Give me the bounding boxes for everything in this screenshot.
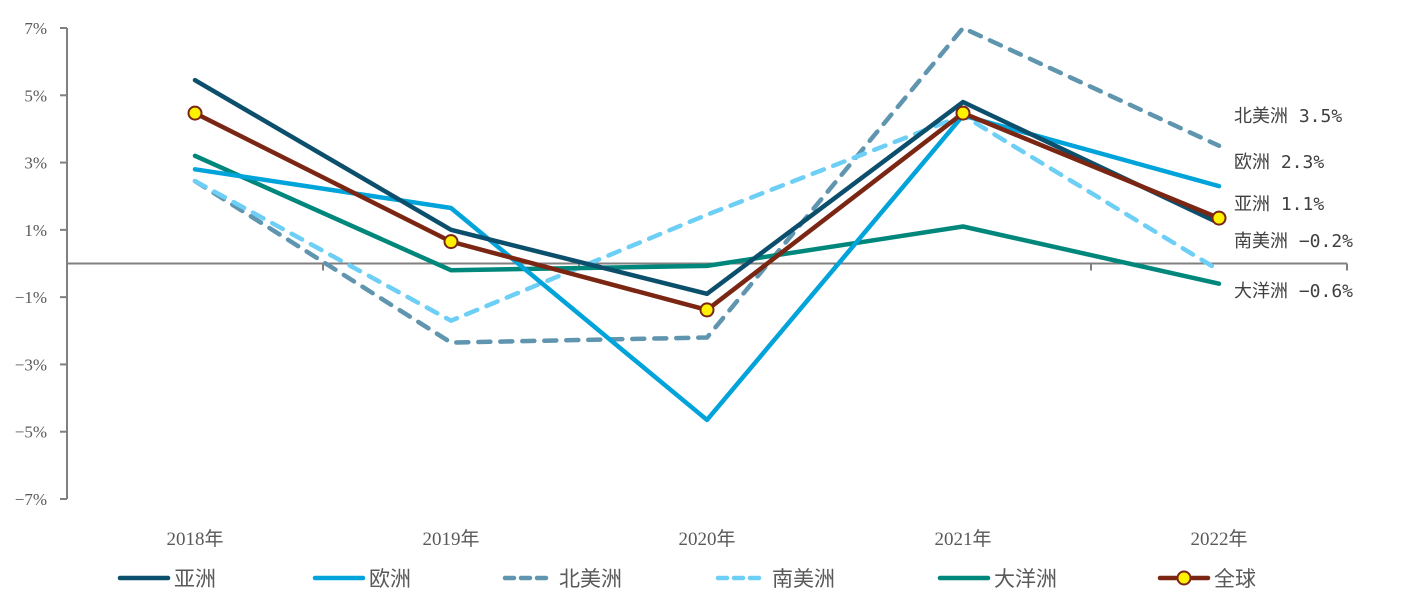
series-line-3 — [192, 113, 1222, 323]
x-tick-label: 2020年 — [678, 528, 735, 550]
series-layer — [187, 25, 1227, 423]
y-tick-label: −7% — [15, 490, 47, 509]
legend-item: 南美洲 — [715, 567, 835, 591]
data-point-marker — [1211, 210, 1227, 226]
legend-label: 大洋洲 — [994, 567, 1057, 591]
y-tick-label: −3% — [15, 355, 47, 374]
y-tick-label: 7% — [24, 19, 47, 38]
y-tick-label: −1% — [15, 288, 47, 307]
end-labels: 亚洲 1.1% 欧洲 2.3% 北美洲 3.5% 南美洲 −0.2% 大洋洲 −0.6% — [1234, 106, 1353, 302]
x-tick-label: 2022年 — [1190, 528, 1247, 550]
end-label: 北美洲 3.5% — [1234, 106, 1342, 127]
legend-item: 欧洲 — [312, 567, 411, 591]
data-point-marker — [443, 234, 459, 250]
legend-label: 南美洲 — [772, 567, 835, 591]
y-tick-label: 1% — [24, 221, 47, 240]
x-tick-label: 2019年 — [422, 528, 479, 550]
end-label: 亚洲 1.1% — [1234, 194, 1324, 215]
legend-label: 亚洲 — [174, 567, 216, 591]
legend-marker — [1176, 570, 1192, 586]
legend-item: 亚洲 — [117, 567, 216, 591]
legend-label: 全球 — [1214, 567, 1256, 591]
y-tick-label: 3% — [24, 154, 47, 173]
series-line-4 — [192, 153, 1222, 286]
legend-item: 大洋洲 — [937, 567, 1057, 591]
y-tick-label: 5% — [24, 86, 47, 105]
series-line-2 — [192, 25, 1222, 345]
series-line-1 — [192, 113, 1222, 423]
legend-label: 北美洲 — [559, 567, 622, 591]
legend-item: 北美洲 — [502, 567, 622, 591]
legend-label: 欧洲 — [369, 567, 411, 591]
end-label: 欧洲 2.3% — [1234, 152, 1324, 173]
data-point-marker — [955, 105, 971, 121]
x-tick-label: 2018年 — [166, 528, 223, 550]
axes: 7% 5% 3% 1% −1% −3% −5% −7% 2018年 2019年 2020年 2021年… — [15, 19, 1348, 550]
end-label: 大洋洲 −0.6% — [1234, 281, 1353, 302]
end-label: 南美洲 −0.2% — [1234, 231, 1353, 252]
legend: 亚洲 欧洲 北美洲 南美洲 大洋洲 全球 — [117, 567, 1256, 591]
y-tick-label: −5% — [15, 423, 47, 442]
series-line-0 — [192, 77, 1222, 297]
legend-item: 全球 — [1157, 567, 1256, 591]
data-point-marker — [187, 105, 203, 121]
x-tick-label: 2021年 — [934, 528, 991, 550]
data-point-marker — [699, 302, 715, 318]
